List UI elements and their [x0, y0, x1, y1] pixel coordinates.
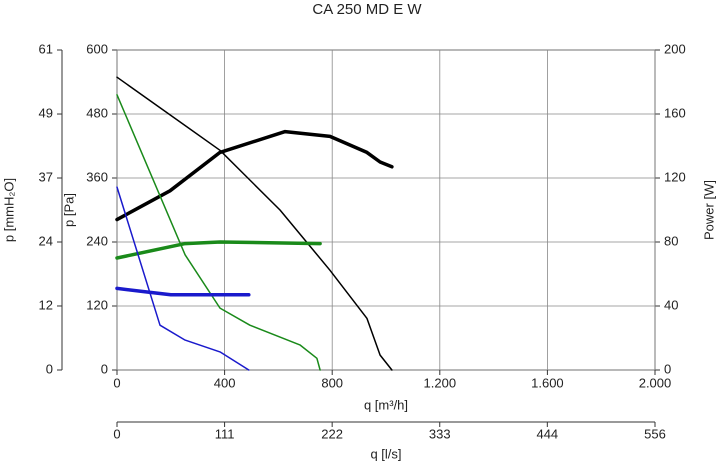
y3-tick-label: 0	[46, 361, 53, 376]
y2-tick-label: 40	[664, 297, 678, 312]
plot-area	[116, 49, 656, 371]
y3-tick-label: 61	[39, 41, 53, 56]
x2-tick-label: 444	[536, 426, 558, 441]
y-tick-label: 120	[86, 297, 108, 312]
y3-tick-label: 49	[39, 105, 53, 120]
x2-tick-label: 556	[644, 426, 666, 441]
y2-tick-label: 120	[664, 169, 686, 184]
x-tick-label: 400	[214, 375, 236, 390]
x-tick-label: 1.600	[531, 375, 564, 390]
y2-tick-label: 160	[664, 105, 686, 120]
x-axis-title: q [m³/h]	[364, 397, 408, 412]
y2-tick-label: 80	[664, 233, 678, 248]
x-tick-label: 800	[321, 375, 343, 390]
curve	[116, 186, 250, 371]
y-axis-title: p [Pa]	[61, 193, 76, 227]
y3-axis-title: p [mmH₂O]	[1, 178, 16, 242]
y2-tick-label: 200	[664, 41, 686, 56]
chart-title: CA 250 MD E W	[312, 1, 422, 18]
y-tick-label: 360	[86, 169, 108, 184]
y3-tick-label: 12	[39, 297, 53, 312]
x2-tick-label: 333	[429, 426, 451, 441]
y2-tick-label: 0	[664, 361, 671, 376]
x2-tick-label: 111	[215, 426, 235, 441]
x-tick-label: 2.000	[639, 375, 672, 390]
curve	[115, 240, 322, 260]
x2-axis-title: q [l/s]	[370, 446, 401, 461]
y-tick-label: 240	[86, 233, 108, 248]
x-tick-label: 0	[113, 375, 120, 390]
x2-tick-label: 0	[113, 426, 120, 441]
x-tick-label: 1.200	[424, 375, 457, 390]
curve	[116, 94, 321, 371]
curve	[115, 286, 251, 297]
y-tick-label: 600	[86, 41, 108, 56]
y2-axis-title: Power [W]	[701, 180, 716, 240]
y3-tick-label: 37	[39, 169, 53, 184]
y-tick-label: 0	[101, 361, 108, 376]
curve	[115, 129, 394, 222]
y3-tick-label: 24	[39, 233, 53, 248]
x2-tick-label: 222	[321, 426, 343, 441]
y-tick-label: 480	[86, 105, 108, 120]
curve	[116, 76, 393, 371]
